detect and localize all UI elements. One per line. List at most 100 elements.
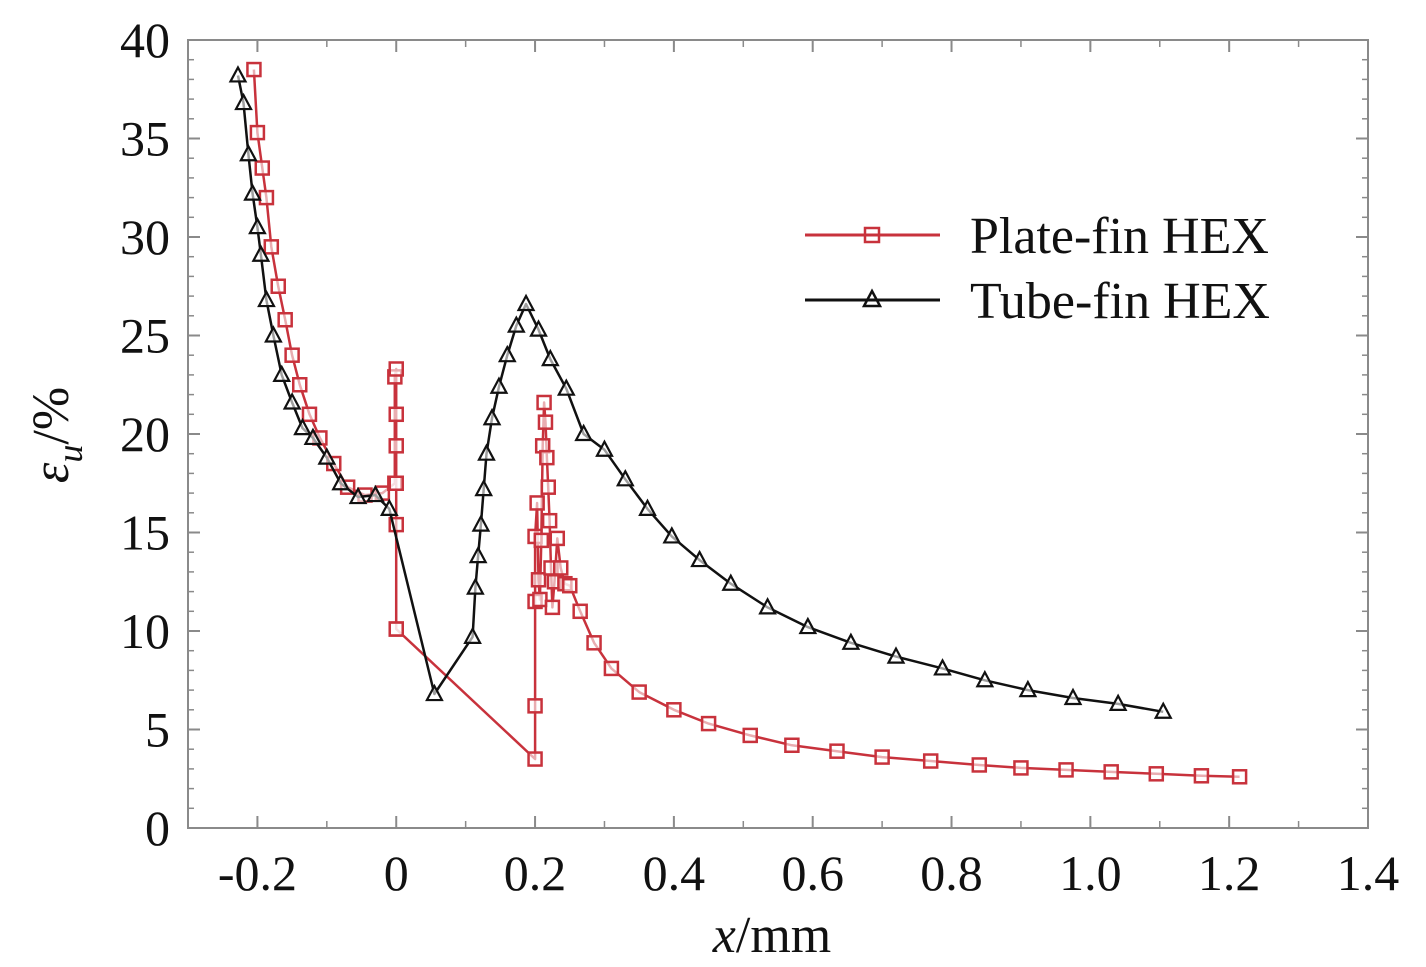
legend-marker-tube-fin xyxy=(861,288,883,308)
data-point xyxy=(572,603,588,620)
data-point xyxy=(700,715,717,732)
data-point xyxy=(798,616,818,635)
data-point xyxy=(258,189,275,206)
data-point xyxy=(549,530,566,547)
x-tick-label: 1.0 xyxy=(1059,845,1122,901)
x-tick-label: 1.4 xyxy=(1337,845,1400,901)
data-point xyxy=(468,545,488,564)
y-tick-label: 0 xyxy=(145,800,170,856)
legend: Plate-fin HEX Tube-fin HEX xyxy=(805,208,1270,330)
data-point xyxy=(388,406,404,423)
data-point xyxy=(284,347,300,363)
data-point xyxy=(228,65,248,83)
data-point xyxy=(497,344,517,363)
y-tick-label: 30 xyxy=(120,209,170,265)
x-tick-label: 0.8 xyxy=(920,845,983,901)
data-point xyxy=(243,183,262,201)
legend-item-plate-fin: Plate-fin HEX xyxy=(805,208,1269,265)
y-axis-label-var: ε xyxy=(23,462,80,483)
data-point xyxy=(529,495,545,511)
data-point xyxy=(540,348,560,367)
data-point xyxy=(1108,693,1128,711)
series-layer xyxy=(228,61,1248,785)
data-point xyxy=(527,751,543,767)
data-point xyxy=(477,443,496,461)
data-point xyxy=(292,377,308,393)
data-point xyxy=(541,512,558,529)
data-point xyxy=(516,293,536,312)
x-axis-label: x/mm xyxy=(712,907,831,964)
data-point xyxy=(603,660,620,677)
data-point xyxy=(463,626,482,645)
x-tick-label: 0 xyxy=(384,845,409,901)
data-point xyxy=(254,160,271,176)
data-point xyxy=(331,472,351,491)
y-tick-label: 35 xyxy=(120,111,170,167)
data-point xyxy=(317,447,337,465)
data-point xyxy=(662,526,682,544)
data-point xyxy=(841,632,861,650)
data-point xyxy=(533,532,550,549)
data-point xyxy=(246,61,262,78)
data-point xyxy=(293,417,312,436)
plot-border xyxy=(187,39,1369,829)
x-tick-label: 0.6 xyxy=(781,845,844,901)
data-point xyxy=(249,124,266,141)
data-point xyxy=(388,438,404,454)
data-point xyxy=(631,684,647,700)
series-tube-fin xyxy=(228,65,1173,719)
data-point xyxy=(348,486,368,505)
data-point xyxy=(248,216,267,235)
data-point xyxy=(263,239,280,255)
data-point xyxy=(301,406,318,423)
data-point xyxy=(690,549,709,568)
data-point xyxy=(264,325,283,343)
x-axis: -0.2 0 0.2 0.4 0.6 0.8 1.0 1.2 1.4 xyxy=(187,40,1400,901)
data-point xyxy=(544,599,561,616)
data-point xyxy=(539,449,555,466)
data-point xyxy=(474,478,494,497)
data-point xyxy=(562,577,578,594)
data-point xyxy=(1103,764,1119,780)
data-point xyxy=(251,244,271,262)
data-point xyxy=(742,727,758,744)
y-axis-label: εu/% xyxy=(23,387,90,483)
x-tick-label: 0.4 xyxy=(643,845,706,901)
data-point xyxy=(971,757,988,773)
data-point xyxy=(721,573,741,591)
data-point xyxy=(975,669,995,688)
y-tick-label: 40 xyxy=(120,12,170,68)
data-point xyxy=(1018,679,1038,698)
data-point xyxy=(1063,687,1083,706)
y-axis-label-unit: /% xyxy=(23,387,80,445)
data-point xyxy=(388,621,404,637)
series-line xyxy=(236,75,1164,714)
data-point xyxy=(482,407,502,426)
data-point xyxy=(933,658,952,676)
data-point xyxy=(282,392,302,410)
data-point xyxy=(1013,760,1029,776)
data-point xyxy=(270,278,286,294)
data-point xyxy=(471,514,491,532)
x-tick-label: 0.2 xyxy=(504,845,567,901)
data-point xyxy=(379,498,399,516)
data-point xyxy=(615,468,635,487)
data-point xyxy=(874,749,890,765)
data-point xyxy=(537,414,554,430)
data-point xyxy=(489,376,509,394)
data-point xyxy=(257,289,276,308)
data-point xyxy=(388,361,404,377)
data-point xyxy=(886,646,906,664)
data-point xyxy=(666,702,682,718)
y-tick-label: 15 xyxy=(120,505,170,561)
legend-item-tube-fin: Tube-fin HEX xyxy=(805,273,1270,330)
data-point xyxy=(527,698,543,714)
data-point xyxy=(829,743,845,759)
data-point xyxy=(556,378,576,396)
y-axis-label-sub: u xyxy=(50,445,90,463)
data-point xyxy=(239,143,258,162)
data-point xyxy=(366,484,385,503)
data-point xyxy=(303,427,323,446)
data-point xyxy=(758,597,777,615)
